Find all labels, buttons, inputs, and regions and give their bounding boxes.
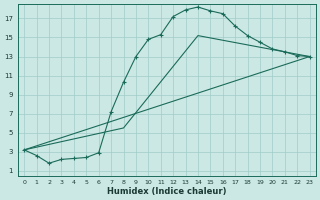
- X-axis label: Humidex (Indice chaleur): Humidex (Indice chaleur): [107, 187, 227, 196]
